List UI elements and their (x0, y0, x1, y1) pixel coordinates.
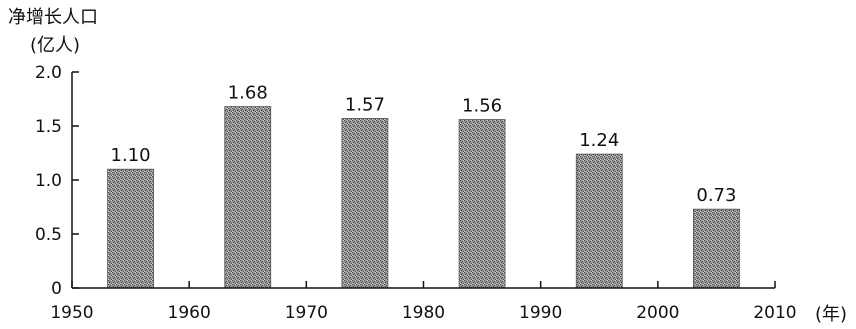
y-tick-label: 1.5 (35, 117, 62, 137)
bar-value-label: 1.68 (228, 83, 268, 104)
y-axis-title-line2: (亿人) (30, 35, 80, 56)
x-tick-label: 1950 (50, 303, 93, 323)
x-tick-label: 1980 (402, 303, 445, 323)
x-tick-label: 1960 (168, 303, 211, 323)
bar (341, 118, 389, 289)
x-axis-title: (年) (815, 304, 847, 325)
y-axis-ticks: 0 0.5 1.0 1.5 2.0 (35, 63, 79, 299)
bar (224, 106, 272, 289)
bar (575, 153, 623, 289)
bar (458, 119, 506, 289)
bar-value-label: 1.57 (345, 94, 385, 115)
bar-value-label: 1.56 (462, 96, 502, 117)
bars-group (107, 106, 740, 289)
y-tick-label: 1.0 (35, 171, 62, 191)
y-tick-label: 2.0 (35, 63, 62, 83)
x-tick-label: 1970 (285, 303, 328, 323)
bar (693, 208, 740, 289)
y-tick-label: 0 (51, 279, 62, 299)
data-labels-group: 1.10 1.68 1.57 1.56 1.24 0.73 (111, 83, 737, 207)
bar-value-label: 1.10 (111, 145, 151, 166)
bar (107, 168, 154, 289)
x-tick-label: 2010 (753, 303, 796, 323)
x-tick-label: 1990 (519, 303, 562, 323)
x-axis-ticks: 1950 1960 1970 1980 1990 2000 2010 (50, 281, 797, 323)
x-tick-label: 2000 (636, 303, 679, 323)
bar-value-label: 1.24 (579, 130, 619, 151)
bar-value-label: 0.73 (696, 185, 736, 206)
y-tick-label: 0.5 (35, 225, 62, 245)
y-axis-title-line1: 净增长人口 (8, 7, 98, 28)
